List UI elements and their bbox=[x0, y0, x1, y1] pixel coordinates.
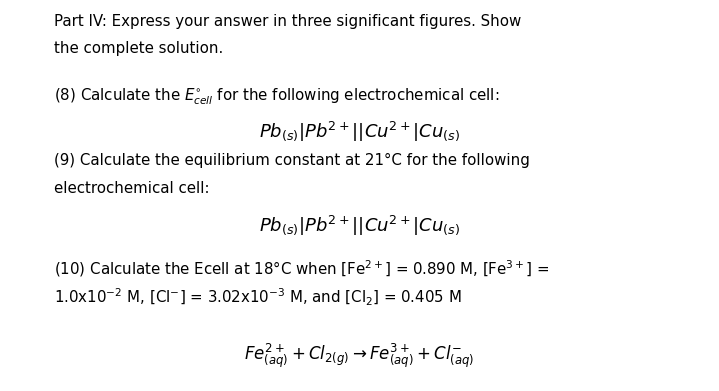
Text: $\mathit{Pb}_{(s)}|\mathit{Pb}^{2+}||\mathit{Cu}^{2+}|\mathit{Cu}_{(s)}$: $\mathit{Pb}_{(s)}|\mathit{Pb}^{2+}||\ma… bbox=[259, 213, 460, 237]
Text: electrochemical cell:: electrochemical cell: bbox=[54, 181, 209, 196]
Text: 1.0x10$^{-2}$ M, [Cl$^{-}$] = 3.02x10$^{-3}$ M, and [Cl$_2$] = 0.405 M: 1.0x10$^{-2}$ M, [Cl$^{-}$] = 3.02x10$^{… bbox=[54, 287, 462, 308]
Text: the complete solution.: the complete solution. bbox=[54, 41, 223, 56]
Text: (8) Calculate the $E^{\circ}_{cell}$ for the following electrochemical cell:: (8) Calculate the $E^{\circ}_{cell}$ for… bbox=[54, 86, 499, 106]
Text: Part IV: Express your answer in three significant figures. Show: Part IV: Express your answer in three si… bbox=[54, 14, 521, 29]
Text: (9) Calculate the equilibrium constant at 21°C for the following: (9) Calculate the equilibrium constant a… bbox=[54, 152, 530, 167]
Text: (10) Calculate the Ecell at 18°C when [Fe$^{2+}$] = 0.890 M, [Fe$^{3+}$] =: (10) Calculate the Ecell at 18°C when [F… bbox=[54, 258, 549, 279]
Text: $\mathit{Pb}_{(s)}|\mathit{Pb}^{2+}||\mathit{Cu}^{2+}|\mathit{Cu}_{(s)}$: $\mathit{Pb}_{(s)}|\mathit{Pb}^{2+}||\ma… bbox=[259, 119, 460, 143]
Text: $Fe^{2+}_{(aq)} + Cl_{2(g)} \rightarrow Fe^{3+}_{(aq)} + Cl^{-}_{(aq)}$: $Fe^{2+}_{(aq)} + Cl_{2(g)} \rightarrow … bbox=[244, 342, 475, 370]
